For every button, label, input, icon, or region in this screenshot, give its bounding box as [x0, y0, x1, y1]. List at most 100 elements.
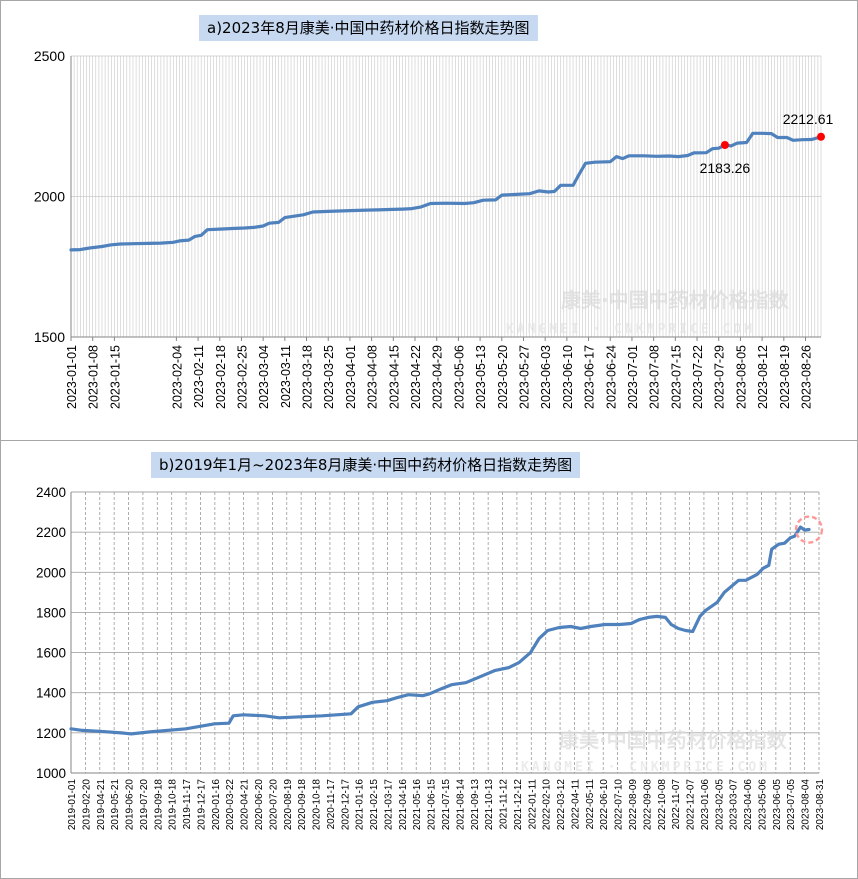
chart-a-highlight-point [720, 141, 729, 150]
chart-b-xtick-label: 2022-07-10 [614, 779, 625, 831]
chart-b-xtick-label: 2019-04-21 [96, 779, 107, 831]
chart-b-xtick-label: 2023-07-05 [786, 779, 797, 831]
chart-b-xtick-label: 2021-10-13 [484, 779, 495, 831]
chart-a-xtick-label: 2023-07-08 [648, 345, 662, 409]
chart-a-series-line [69, 131, 823, 252]
chart-a-xtick-label: 2023-02-11 [192, 345, 206, 408]
chart-b-xtick-label: 2021-04-16 [398, 779, 409, 831]
chart-a-xtick-label: 2023-02-18 [214, 345, 228, 409]
chart-b-ytick-label: 1200 [36, 726, 66, 741]
chart-b-xtick-label: 2021-06-15 [427, 779, 438, 831]
chart-b-xtick-label: 2019-09-18 [153, 779, 164, 831]
chart-a-xtick-label: 2023-08-26 [800, 345, 814, 409]
chart-b-ytick-label: 2000 [36, 565, 66, 580]
chart-a-xtick-label: 2023-05-13 [474, 345, 488, 409]
chart-b-xtick-label: 2021-12-12 [513, 779, 524, 831]
chart-a-xtick-label: 2023-06-24 [604, 345, 618, 409]
chart-a-xtick-label: 2023-06-17 [583, 345, 597, 409]
chart-a-xtick-label: 2023-04-01 [344, 345, 358, 409]
chart-a-xtick-label: 2023-01-15 [108, 345, 122, 409]
chart-b-xtick-label: 2020-06-20 [254, 779, 265, 831]
chart-b-xtick-label: 2023-08-31 [815, 779, 826, 831]
chart-b-ytick-label: 1600 [36, 646, 66, 661]
chart-b-xtick-label: 2022-08-09 [628, 779, 639, 831]
chart-b-xtick-label: 2020-10-18 [312, 779, 323, 831]
chart-b-xtick-label: 2022-02-10 [542, 779, 553, 831]
chart-a-ytick-label: 2500 [34, 48, 65, 64]
chart-b-xtick-label: 2022-10-08 [657, 779, 668, 831]
chart-b-series-line [69, 525, 811, 736]
chart-b-xtick-label: 2020-03-22 [225, 779, 236, 831]
chart-b-xtick-label: 2019-05-21 [110, 779, 121, 831]
chart-panel-b: 康美·中国中药材价格指数 KANGMEI · CNKMPRICE.COM 1000 1… [0, 440, 858, 879]
chart-a-xtick-label: 2023-04-15 [387, 345, 401, 409]
chart-b-xtick-label: 2023-01-06 [700, 779, 711, 831]
chart-b-watermark-url: KANGMEI · CNKMPRICE.COM [521, 760, 770, 775]
chart-b-xtick-label: 2022-11-07 [671, 779, 682, 830]
chart-b-xtick-label: 2019-11-17 [182, 779, 193, 830]
chart-b-title: b)2019年1月~2023年8月康美·中国中药材价格日指数走势图 [151, 452, 581, 478]
chart-a-title: a)2023年8月康美·中国中药材价格日指数走势图 [199, 15, 538, 41]
chart-b-xtick-label: 2020-04-21 [240, 779, 251, 831]
chart-b-xtick-label: 2021-02-15 [369, 779, 380, 831]
chart-b-xtick-label: 2019-12-17 [196, 779, 207, 831]
chart-a-xtick-label: 2023-07-01 [626, 345, 640, 409]
chart-b-ytick-label: 1000 [36, 766, 66, 781]
chart-b-ytick-label: 1400 [36, 686, 66, 701]
chart-a-xtick-label: 2023-05-27 [517, 345, 531, 409]
chart-b-ytick-label: 2400 [36, 485, 66, 500]
chart-a-xtick-label: 2023-03-04 [257, 345, 271, 409]
chart-b-xtick-label: 2022-12-07 [686, 779, 697, 831]
chart-b-xtick-label: 2020-01-16 [211, 779, 222, 831]
chart-a-data-label: 2183.26 [700, 160, 751, 176]
chart-b-xtick-label: 2022-06-10 [599, 779, 610, 831]
chart-b-xtick-label: 2020-12-17 [340, 779, 351, 831]
chart-a-xtick-label: 2023-07-29 [713, 345, 727, 409]
chart-a-xtick-label: 2023-07-22 [691, 345, 705, 409]
chart-a-xtick-label: 2023-03-11 [279, 345, 293, 408]
chart-b-xtick-label: 2022-09-08 [642, 779, 653, 831]
chart-b-xtick-label: 2021-08-14 [455, 779, 466, 831]
chart-b-xtick-label: 2019-02-20 [81, 779, 92, 831]
chart-b-xtick-label: 2023-05-06 [757, 779, 768, 831]
chart-a-xtick-label: 2023-05-06 [452, 345, 466, 409]
chart-b-xtick-label: 2023-08-04 [801, 779, 812, 831]
chart-b-xtick-label: 2023-02-05 [714, 779, 725, 831]
chart-b-ytick-label: 2200 [36, 525, 66, 540]
chart-b-xtick-label: 2022-04-11 [570, 779, 581, 830]
chart-b-xtick-label: 2019-07-20 [139, 779, 150, 831]
chart-b-xtick-label: 2021-09-13 [470, 779, 481, 831]
chart-b-xtick-label: 2020-08-19 [283, 779, 294, 831]
chart-b-xtick-label: 2023-06-05 [772, 779, 783, 831]
chart-a-xtick-label: 2023-08-05 [734, 345, 748, 409]
chart-a-xtick-label: 2023-06-03 [539, 345, 553, 409]
chart-a-xtick-label: 2023-04-29 [431, 345, 445, 409]
chart-a-xtick-label: 2023-01-08 [87, 345, 101, 409]
chart-b-xtick-label: 2022-01-11 [527, 779, 538, 830]
chart-a-xtick-label: 2023-03-18 [301, 345, 315, 409]
chart-a-xtick-label: 2023-04-22 [409, 345, 423, 409]
chart-b-xtick-label: 2022-05-11 [585, 779, 596, 830]
chart-a-data-label: 2212.61 [783, 111, 834, 127]
chart-b-xtick-label: 2019-06-20 [125, 779, 136, 831]
chart-b-xtick-label: 2020-11-17 [326, 779, 337, 830]
chart-b-xtick-label: 2019-01-01 [67, 779, 78, 831]
chart-b-xtick-label: 2021-07-15 [441, 779, 452, 831]
chart-b-highlight-circle [794, 515, 824, 544]
chart-b-xtick-label: 2019-10-18 [168, 779, 179, 831]
chart-b-xtick-label: 2020-09-18 [297, 779, 308, 831]
chart-a-xtick-label: 2023-03-25 [322, 345, 336, 409]
chart-a-xtick-label: 2023-06-10 [561, 345, 575, 409]
chart-panel-a: 康美·中国中药材价格指数 KANGMEI · CNKMPRICE.COM 1500 2… [0, 0, 858, 441]
chart-b-xtick-label: 2021-11-12 [499, 779, 510, 830]
chart-a-xtick-label: 2023-02-25 [235, 345, 249, 409]
chart-a-ytick-label: 2000 [34, 189, 65, 205]
chart-a-xtick-label: 2023-04-08 [366, 345, 380, 409]
chart-a-xtick-label: 2023-07-15 [669, 345, 683, 409]
chart-a-ytick-label: 1500 [34, 329, 65, 345]
chart-b-xtick-label: 2023-03-07 [729, 779, 740, 831]
chart-b-xtick-label: 2023-04-06 [743, 779, 754, 831]
chart-a-xtick-label: 2023-08-12 [756, 345, 770, 409]
chart-a-watermark-url: KANGMEI · CNKMPRICE.COM [506, 322, 755, 337]
